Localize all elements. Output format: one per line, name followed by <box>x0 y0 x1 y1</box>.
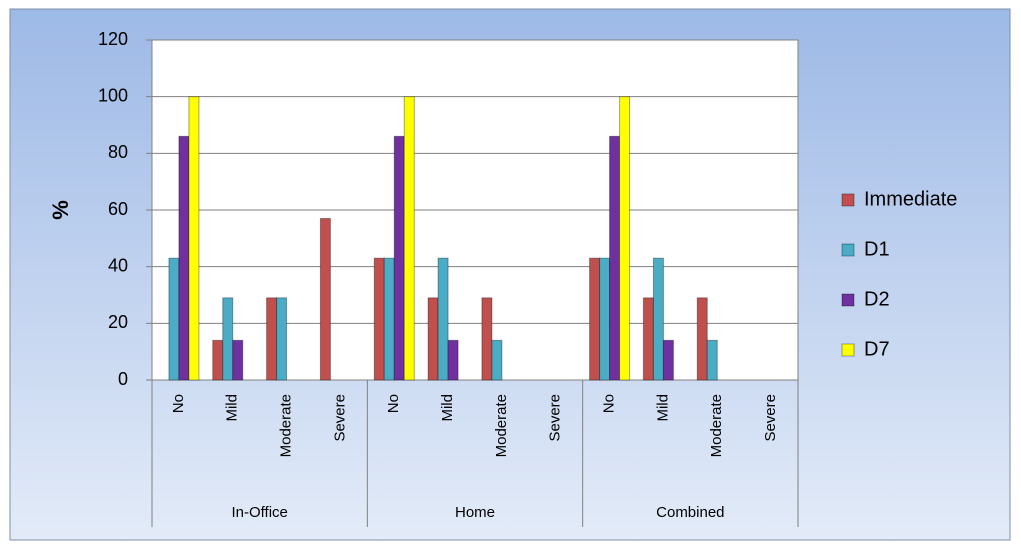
bar <box>168 257 180 381</box>
bar <box>403 96 415 381</box>
y-tick-label: 100 <box>98 85 128 105</box>
x-tick-label: Moderate <box>278 394 295 457</box>
bar <box>652 257 664 381</box>
y-tick-label: 40 <box>108 255 128 275</box>
bar <box>383 257 395 381</box>
bar <box>696 297 708 381</box>
x-tick-label: Moderate <box>708 394 725 457</box>
bar <box>276 297 288 381</box>
legend-swatch <box>841 343 855 357</box>
x-tick-label: Mild <box>654 394 671 422</box>
bar <box>393 135 405 381</box>
bar <box>188 96 200 381</box>
y-tick-label: 20 <box>108 312 128 332</box>
bar <box>609 135 621 381</box>
legend-label: D1 <box>864 238 890 260</box>
legend-swatch <box>841 243 855 257</box>
bar <box>589 257 601 381</box>
y-tick-label: 80 <box>108 142 128 162</box>
bar <box>222 297 234 381</box>
bar <box>447 339 459 381</box>
bar <box>427 297 439 381</box>
y-axis-label: % <box>48 200 73 220</box>
x-tick-label: Severe <box>331 394 348 442</box>
bar <box>319 218 331 381</box>
bar <box>481 297 493 381</box>
bar <box>619 96 631 381</box>
legend-label: D2 <box>864 288 890 310</box>
legend-swatch <box>841 293 855 307</box>
bar <box>599 257 611 381</box>
bar <box>662 339 674 381</box>
legend-label: Immediate <box>864 188 957 210</box>
x-tick-label: Moderate <box>493 394 510 457</box>
bar <box>232 339 244 381</box>
bar <box>178 135 190 381</box>
bar <box>373 257 385 381</box>
group-label: Combined <box>656 504 724 521</box>
bar <box>437 257 449 381</box>
bar <box>642 297 654 381</box>
bar <box>491 339 503 381</box>
bar <box>266 297 278 381</box>
legend-label: D7 <box>864 338 890 360</box>
group-label: Home <box>455 504 495 521</box>
x-tick-label: Mild <box>224 394 241 422</box>
bar <box>706 339 718 381</box>
x-tick-label: Severe <box>547 394 564 442</box>
x-tick-label: No <box>170 394 187 413</box>
y-tick-label: 120 <box>98 29 128 49</box>
x-tick-label: No <box>385 394 402 413</box>
y-tick-label: 60 <box>108 199 128 219</box>
x-tick-label: Severe <box>762 394 779 442</box>
x-tick-label: Mild <box>439 394 456 422</box>
group-label: In-Office <box>231 504 287 521</box>
x-tick-label: No <box>601 394 618 413</box>
legend-swatch <box>841 193 855 207</box>
y-tick-label: 0 <box>118 369 128 389</box>
bar <box>212 339 224 381</box>
